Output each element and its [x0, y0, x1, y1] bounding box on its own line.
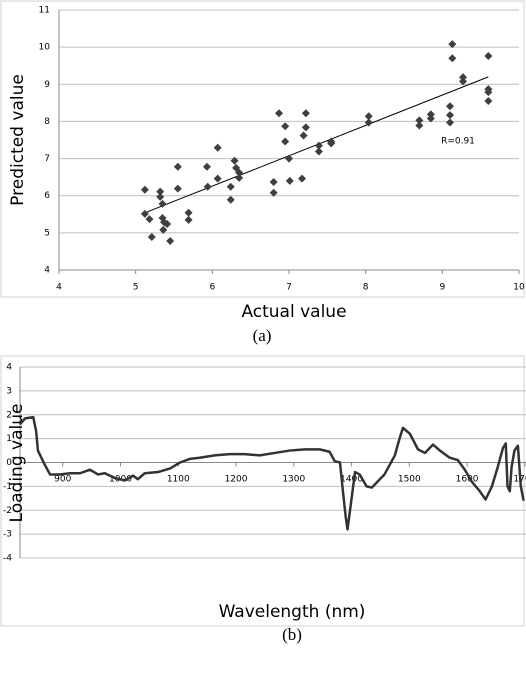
- x-tick-label: 8: [363, 283, 369, 293]
- point: [213, 174, 222, 183]
- x-axis-title: Wavelength (nm): [219, 602, 366, 622]
- point: [281, 122, 290, 131]
- point: [184, 215, 193, 224]
- y-tick-label: 1: [6, 434, 12, 444]
- y-tick-label: 4: [6, 363, 12, 373]
- x-tick-label: 1100: [167, 475, 190, 485]
- point: [448, 40, 457, 49]
- x-tick-label: 1300: [282, 475, 305, 485]
- y-tick-label: -4: [3, 554, 12, 564]
- point: [299, 131, 308, 140]
- point: [459, 73, 468, 82]
- point: [364, 112, 373, 121]
- point: [145, 215, 154, 224]
- point: [301, 123, 310, 132]
- point: [281, 137, 290, 146]
- y-tick-label: 5: [44, 228, 50, 238]
- point: [446, 111, 454, 120]
- point: [448, 54, 457, 63]
- point: [484, 88, 493, 97]
- point: [426, 114, 435, 123]
- point: [415, 121, 424, 130]
- y-tick-label: 0: [6, 458, 12, 468]
- y-tick-label: -2: [3, 506, 12, 516]
- point: [314, 147, 323, 156]
- x-tick-label: 7: [286, 283, 292, 293]
- point: [235, 168, 244, 177]
- point: [184, 208, 193, 217]
- point: [269, 177, 278, 186]
- point: [156, 192, 165, 201]
- point: [226, 182, 235, 191]
- line: [19, 415, 525, 531]
- x-tick-label: 6: [209, 283, 215, 293]
- point: [166, 237, 175, 246]
- annotation: R=0.91: [441, 137, 475, 147]
- caption: (a): [253, 326, 272, 345]
- point: [285, 176, 294, 185]
- point: [173, 184, 182, 193]
- point: [459, 77, 468, 86]
- point: [156, 187, 165, 196]
- x-tick-label: 1500: [398, 475, 421, 485]
- point: [147, 232, 156, 241]
- x-tick-label: 5: [133, 283, 139, 293]
- point: [269, 188, 278, 197]
- x-tick-label: 1200: [225, 475, 248, 485]
- y-tick-label: 11: [39, 6, 50, 16]
- y-tick-label: 9: [44, 80, 50, 90]
- y-tick-label: -1: [3, 482, 12, 492]
- chart-frame: [0, 355, 525, 627]
- point: [213, 143, 222, 152]
- y-tick-label: 10: [39, 43, 51, 53]
- y-axis-title: Predicted value: [8, 74, 28, 206]
- x-tick-label: 4: [56, 283, 62, 293]
- point: [230, 156, 239, 165]
- point: [226, 195, 235, 204]
- x-tick-label: 1400: [340, 475, 363, 485]
- y-tick-label: 2: [6, 410, 12, 420]
- x-tick-label: 10: [513, 283, 525, 293]
- x-tick-label: 1600: [456, 475, 479, 485]
- y-tick-label: 8: [44, 117, 50, 127]
- point: [446, 102, 454, 111]
- point: [140, 209, 149, 218]
- point: [202, 162, 211, 171]
- x-tick-label: 900: [54, 475, 71, 485]
- point: [327, 139, 336, 148]
- point: [235, 173, 244, 182]
- y-tick-label: 4: [44, 266, 50, 276]
- x-axis-title: Actual value: [241, 302, 346, 322]
- y-tick-label: 3: [6, 386, 12, 396]
- y-tick-label: 6: [44, 191, 50, 201]
- point: [484, 52, 493, 61]
- point: [275, 109, 284, 118]
- x-tick-label: 9: [439, 283, 445, 293]
- point: [163, 219, 172, 228]
- y-tick-label: 7: [44, 154, 50, 164]
- point: [173, 162, 182, 171]
- point: [140, 185, 149, 194]
- point: [203, 182, 212, 191]
- point: [158, 199, 167, 208]
- point: [426, 110, 435, 119]
- y-axis-title: Loading value: [7, 404, 27, 523]
- point: [364, 118, 373, 127]
- y-tick-label: -3: [3, 530, 12, 540]
- point: [298, 174, 307, 183]
- point: [415, 116, 424, 125]
- point: [314, 141, 323, 150]
- chart-frame: [0, 0, 525, 298]
- point: [484, 97, 493, 105]
- point: [446, 118, 454, 127]
- point: [285, 154, 293, 163]
- point: [159, 225, 168, 234]
- point: [301, 109, 310, 118]
- caption: (b): [282, 625, 302, 644]
